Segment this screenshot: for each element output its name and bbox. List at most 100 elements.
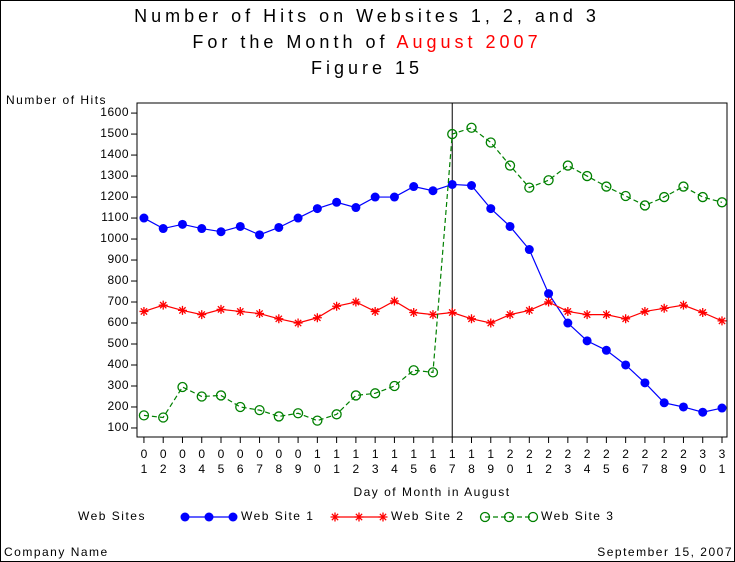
series-line <box>143 127 723 422</box>
x-tick-label: 07 <box>253 447 267 477</box>
x-tick-label: 13 <box>368 447 382 477</box>
y-tick-label: 1500 <box>100 126 129 140</box>
legend-label: Web Site 1 <box>241 509 314 523</box>
x-tick-label: 20 <box>503 447 517 477</box>
plot-frame <box>136 102 728 438</box>
x-tick-label: 16 <box>426 447 440 477</box>
legend-marker <box>180 512 190 522</box>
legend-label: Web Site 2 <box>391 509 464 523</box>
point <box>486 204 496 214</box>
x-tick-label: 14 <box>387 447 401 477</box>
point <box>274 222 284 232</box>
footer-left: Company Name <box>4 545 109 559</box>
y-tick-label: 1400 <box>100 147 129 161</box>
point <box>428 310 438 320</box>
point <box>447 308 457 318</box>
point <box>158 300 168 310</box>
x-tick-label: 15 <box>407 447 421 477</box>
legend-marker <box>503 511 515 523</box>
point <box>621 360 631 370</box>
point <box>255 309 265 319</box>
x-tick-label: 26 <box>619 447 633 477</box>
figure-label: Figure 15 <box>311 58 423 78</box>
point <box>370 306 380 316</box>
series-line <box>143 183 723 413</box>
point <box>370 192 380 202</box>
point <box>524 245 534 255</box>
legend-marker <box>378 512 388 522</box>
x-tick-label: 21 <box>522 447 536 477</box>
point <box>216 227 226 237</box>
x-tick-label: 22 <box>542 447 556 477</box>
y-tick-label: 500 <box>107 336 129 350</box>
point <box>447 128 458 140</box>
point <box>563 318 573 328</box>
point <box>620 190 631 202</box>
subtitle-highlight: August 2007 <box>397 32 542 52</box>
x-tick-label: 11 <box>330 447 344 477</box>
x-tick-label: 06 <box>233 447 247 477</box>
legend-title: Web Sites <box>78 509 146 523</box>
x-tick-label: 09 <box>291 447 305 477</box>
y-tick-label: 400 <box>107 357 129 371</box>
y-tick-label: 1200 <box>100 189 129 203</box>
point <box>389 192 399 202</box>
point <box>486 318 496 328</box>
x-axis-label: Day of Month in August <box>353 485 510 499</box>
point <box>524 182 535 193</box>
x-tick-label: 27 <box>638 447 652 477</box>
x-tick-label: 01 <box>137 447 151 477</box>
point <box>678 402 688 412</box>
point <box>582 336 592 346</box>
point <box>216 304 226 314</box>
x-tick-label: 28 <box>657 447 671 477</box>
point <box>235 401 246 413</box>
point <box>312 415 323 426</box>
x-tick-label: 19 <box>484 447 498 477</box>
y-tick-label: 300 <box>107 378 129 392</box>
point <box>717 403 727 413</box>
chart-subtitle: For the Month of August 2007 <box>192 32 541 52</box>
point <box>659 303 669 313</box>
point <box>139 306 149 316</box>
y-tick-label: 800 <box>107 273 129 287</box>
point <box>543 175 554 186</box>
x-tick-label: 03 <box>175 447 189 477</box>
point <box>601 181 612 192</box>
point <box>466 122 477 133</box>
point <box>138 410 150 421</box>
point <box>601 345 611 355</box>
legend-label: Web Site 3 <box>541 509 614 523</box>
y-tick-label: 1600 <box>100 105 129 119</box>
point <box>312 204 322 214</box>
point <box>215 390 227 401</box>
point <box>485 137 496 148</box>
point <box>582 310 592 320</box>
point <box>254 404 265 416</box>
point <box>408 365 419 376</box>
point <box>235 221 245 231</box>
point <box>640 378 650 388</box>
point <box>601 310 611 320</box>
x-tick-label: 04 <box>195 447 209 477</box>
x-tick-label: 18 <box>465 447 479 477</box>
x-tick-label: 23 <box>561 447 575 477</box>
y-tick-label: 600 <box>107 315 129 329</box>
chart-title: Number of Hits on Websites 1, 2, and 3 <box>134 6 600 26</box>
point <box>716 197 728 208</box>
point <box>524 305 534 315</box>
point <box>273 411 284 422</box>
point <box>177 219 187 229</box>
point <box>389 296 399 306</box>
point <box>255 230 265 240</box>
point <box>274 314 284 324</box>
x-tick-label: 29 <box>676 447 690 477</box>
y-tick-label: 1100 <box>101 210 129 224</box>
x-tick-label: 05 <box>214 447 228 477</box>
point <box>235 306 245 316</box>
x-tick-label: 02 <box>156 447 170 477</box>
legend-marker <box>228 512 238 522</box>
point <box>197 224 207 234</box>
x-tick-label: 31 <box>715 447 729 477</box>
